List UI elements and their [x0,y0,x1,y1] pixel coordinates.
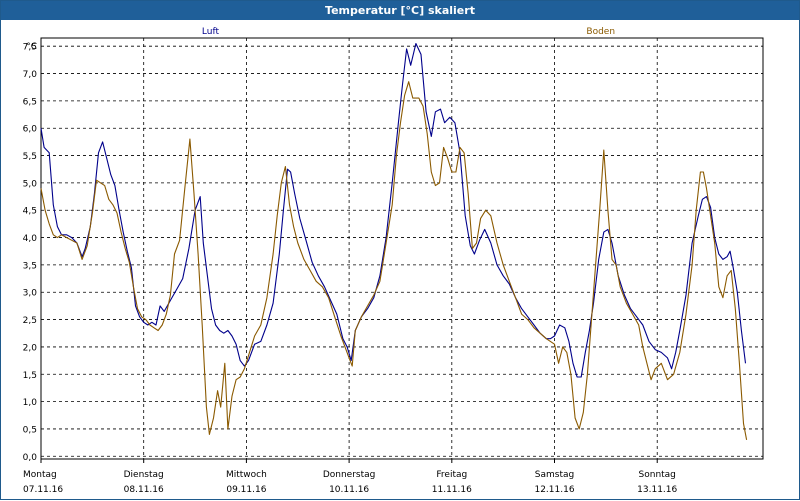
x-tick-date: 07.11.16 [23,485,63,495]
y-tick-label: 6,0 [23,125,38,135]
y-tick-label: 7,0 [23,70,38,80]
y-tick-label: 4,0 [23,234,38,244]
x-tick-date: 08.11.16 [124,485,164,495]
legend-label-boden: Boden [586,27,615,37]
x-tick-day: Mittwoch [226,470,267,480]
y-tick-label: 3,5 [23,261,37,271]
chart-title: Temperatur [°C] skaliert [1,1,799,20]
series-line-boden [40,81,748,441]
y-tick-label: 0,5 [23,425,37,435]
y-tick-label: 1,5 [23,371,37,381]
x-tick-date: 09.11.16 [226,485,266,495]
y-axis-label: °C [26,42,37,52]
x-tick-date: 11.11.16 [432,485,472,495]
x-tick-date: 12.11.16 [534,485,574,495]
y-tick-label: 3,0 [23,289,38,299]
y-tick-label: 2,0 [23,343,38,353]
y-tick-label: 6,5 [23,97,37,107]
x-tick-day: Freitag [436,470,467,480]
x-tick-day: Sonntag [639,470,676,480]
series-line-luft [40,42,747,378]
y-tick-label: 2,5 [23,316,37,326]
plot-area [40,37,764,460]
y-tick-label: 0,0 [23,453,38,463]
x-tick-date: 13.11.16 [637,485,677,495]
x-tick-date: 10.11.16 [329,485,369,495]
y-tick-label: 5,5 [23,152,37,162]
legend-label-luft: Luft [202,27,220,37]
y-tick-label: 4,5 [23,207,37,217]
x-tick-day: Samstag [535,470,574,480]
x-tick-day: Dienstag [124,470,164,480]
x-tick-day: Montag [23,470,57,480]
y-tick-label: 5,0 [23,179,38,189]
x-tick-day: Donnerstag [323,470,376,480]
y-tick-label: 1,0 [23,398,38,408]
y-tick-label: 7,5 [23,43,37,53]
